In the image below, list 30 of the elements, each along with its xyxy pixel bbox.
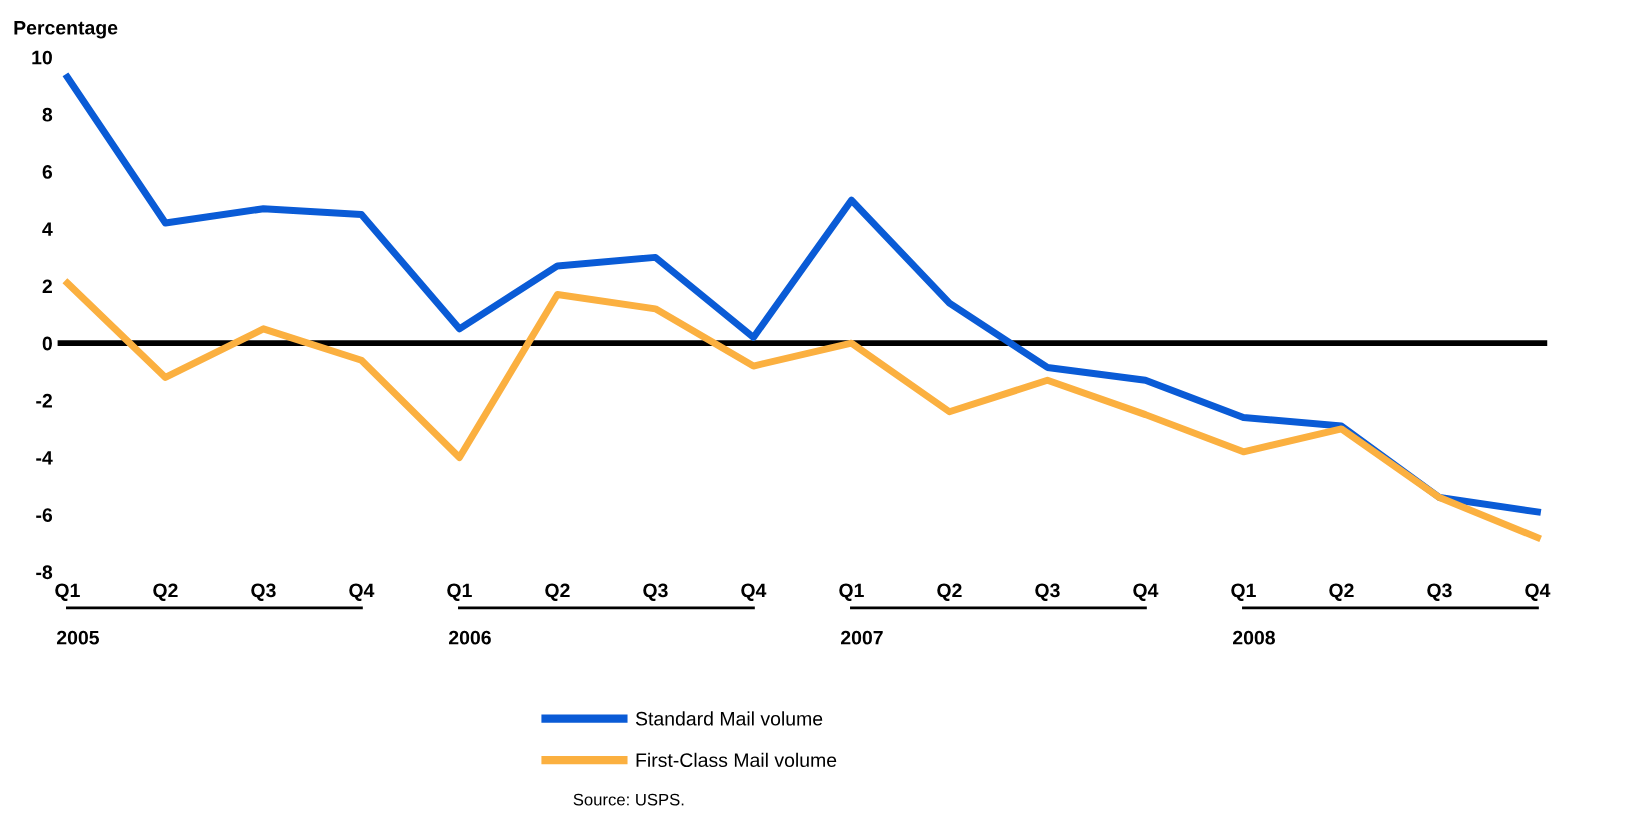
category-label: Q1 2008 bbox=[1231, 583, 1275, 645]
legend-label: Standard Mail volume bbox=[635, 711, 823, 726]
x-tick-label: Q3 bbox=[1035, 583, 1060, 601]
y-axis-title: Percentage bbox=[14, 21, 118, 39]
y-tick-label: -2 bbox=[36, 393, 52, 408]
x-tick-label: Q2 bbox=[545, 583, 570, 601]
y-tick-label: 4 bbox=[42, 222, 53, 236]
y-tick-label: 0 bbox=[42, 336, 52, 351]
category-label: Q1 2007 bbox=[839, 583, 883, 645]
x-tick-label: Q2 bbox=[153, 583, 178, 601]
y-tick-label: 6 bbox=[42, 165, 53, 179]
x-tick-label: Q4 bbox=[741, 583, 767, 601]
x-tick-label: Q3 bbox=[251, 583, 276, 601]
x-tick-label: Q4 bbox=[349, 583, 375, 601]
source-note: Source: USPS. bbox=[573, 793, 684, 806]
y-tick-label: -8 bbox=[36, 565, 53, 580]
y-tick-label: -6 bbox=[36, 508, 53, 522]
x-tick-label: Q3 bbox=[1427, 583, 1452, 601]
category-label: Q1 2005 bbox=[55, 583, 100, 645]
y-tick-label: 2 bbox=[42, 279, 52, 293]
x-tick-label: Q4 bbox=[1525, 583, 1551, 601]
y-tick-label: 8 bbox=[42, 107, 53, 122]
x-tick-label: Q2 bbox=[1329, 583, 1354, 601]
category-label: Q1 2006 bbox=[447, 583, 491, 645]
y-tick-label: -4 bbox=[36, 451, 53, 465]
x-tick-label: Q3 bbox=[643, 583, 668, 601]
x-tick-label: Q2 bbox=[937, 583, 962, 601]
y-tick-label: 10 bbox=[32, 50, 52, 65]
legend-label: First-Class Mail volume bbox=[636, 752, 837, 768]
x-tick-label: Q4 bbox=[1133, 583, 1159, 601]
